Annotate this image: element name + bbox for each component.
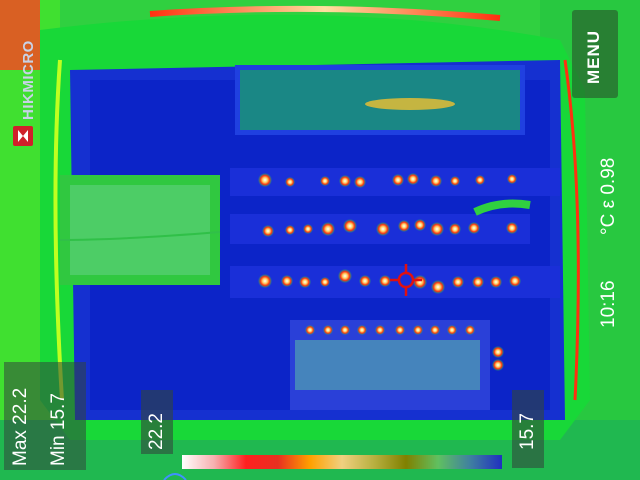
brand-mark-icon <box>13 126 33 146</box>
scale-min-value: 15.7 <box>517 413 538 450</box>
brand-name: HIKMICRO <box>20 40 37 120</box>
clock: 10:16 <box>592 262 624 332</box>
max-label: Max <box>10 430 31 466</box>
clock-time: 10:16 <box>598 280 619 328</box>
temperature-stats-panel: Max 22.2 Min 15.7 <box>4 362 86 470</box>
brand-logo: HIKMICRO <box>6 12 37 146</box>
emissivity-indicator: °C ε 0.98 <box>592 120 624 240</box>
menu-button[interactable]: MENU <box>572 10 618 98</box>
scale-min-box: 15.7 <box>512 390 544 468</box>
temperature-unit: °C <box>598 213 619 235</box>
min-value: 15.7 <box>48 393 69 431</box>
menu-label: MENU <box>584 29 603 84</box>
scale-max-box: 22.2 <box>141 390 173 454</box>
min-label: Min <box>48 435 69 466</box>
scale-cursor-icon <box>163 473 187 480</box>
emissivity-value: ε 0.98 <box>598 157 619 209</box>
center-crosshair-icon <box>390 264 422 296</box>
max-value: 22.2 <box>10 387 31 425</box>
scale-max-value: 22.2 <box>146 413 167 450</box>
color-palette-bar <box>182 455 502 469</box>
